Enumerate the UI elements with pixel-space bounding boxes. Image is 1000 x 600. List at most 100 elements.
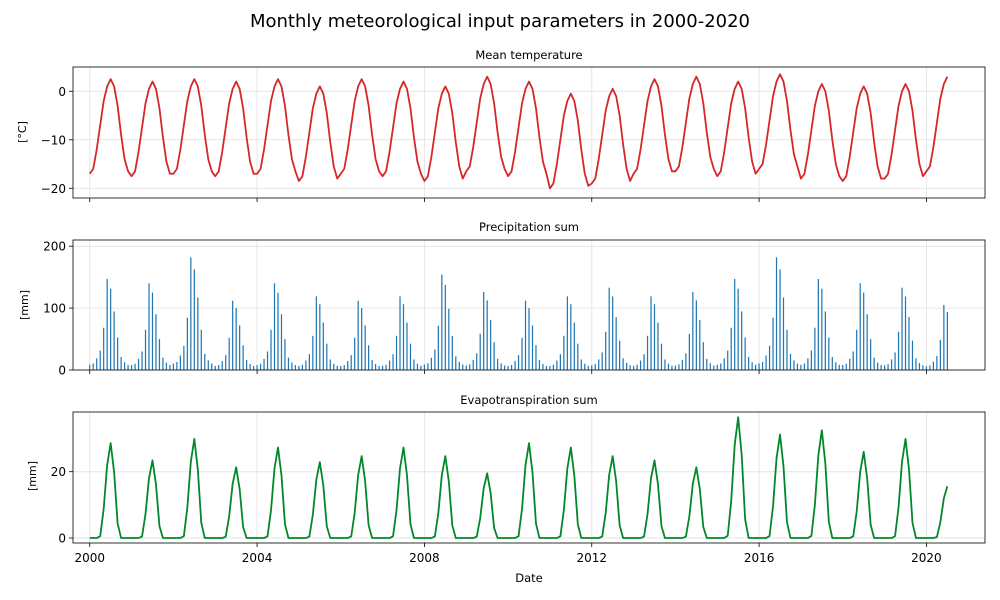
bar-precipitation <box>455 356 457 370</box>
bar-precipitation <box>901 287 903 370</box>
bar-precipitation <box>650 296 652 370</box>
bar-precipitation <box>232 300 234 370</box>
bar-precipitation <box>476 353 478 370</box>
bar-precipitation <box>559 354 561 370</box>
bar-precipitation <box>388 360 391 370</box>
ylabel-precipitation: [mm] <box>18 290 31 320</box>
series-line-evapotranspiration <box>89 416 949 539</box>
bar-precipitation <box>643 354 645 370</box>
bar-precipitation <box>507 366 509 370</box>
bar-precipitation <box>531 325 534 370</box>
bar-precipitation <box>218 365 220 370</box>
bar-precipitation <box>782 297 785 370</box>
bar-precipitation <box>542 364 544 370</box>
bar-precipitation <box>821 288 823 370</box>
bar-precipitation <box>845 363 847 370</box>
bar-precipitation <box>786 329 788 370</box>
panel-title-temperature: Mean temperature <box>475 48 582 62</box>
bar-precipitation <box>336 365 338 370</box>
bar-precipitation <box>165 362 168 370</box>
bar-precipitation <box>246 360 248 370</box>
bar-precipitation <box>413 359 415 370</box>
y-tick-label: 20 <box>51 465 66 479</box>
bar-precipitation <box>706 358 708 370</box>
bar-precipitation <box>890 359 893 370</box>
bar-precipitation <box>894 352 896 370</box>
bar-precipitation <box>169 365 171 370</box>
bar-precipitation <box>517 355 520 370</box>
bar-precipitation <box>849 358 851 370</box>
bar-precipitation <box>375 364 377 370</box>
bar-precipitation <box>556 360 558 370</box>
bar-precipitation <box>612 296 614 370</box>
bar-precipitation <box>605 331 607 370</box>
bar-precipitation <box>563 335 565 370</box>
bar-precipitation <box>587 365 589 370</box>
bar-precipitation <box>193 269 195 370</box>
bar-precipitation <box>263 358 265 370</box>
bar-precipitation <box>319 304 321 370</box>
plot-area-precipitation: 0 100 200 <box>43 239 986 378</box>
bar-precipitation <box>713 365 715 370</box>
bar-precipitation <box>381 365 384 370</box>
bar-precipitation <box>242 345 244 370</box>
bar-precipitation <box>619 340 621 370</box>
bar-precipitation <box>678 364 680 370</box>
bar-precipitation <box>364 325 366 370</box>
bar-precipitation <box>566 296 568 370</box>
bar-precipitation <box>266 351 269 370</box>
bar-precipitation <box>814 327 816 370</box>
bar-precipitation <box>573 322 575 370</box>
bar-precipitation <box>828 337 830 370</box>
bar-precipitation <box>343 365 345 370</box>
axes-frame-precipitation <box>72 239 986 371</box>
series-line-temperature <box>88 73 949 190</box>
bar-precipitation <box>329 359 331 370</box>
panel-title-precipitation: Precipitation sum <box>479 220 579 234</box>
y-tick-label: 0 <box>58 532 66 546</box>
bar-precipitation <box>392 354 394 370</box>
bar-precipitation <box>577 343 579 370</box>
bar-precipitation <box>284 339 286 370</box>
bar-precipitation <box>395 335 398 370</box>
bar-precipitation <box>151 292 154 370</box>
bar-precipitation <box>918 362 921 370</box>
bar-precipitation <box>835 362 837 370</box>
bar-precipitation <box>535 345 537 370</box>
bar-precipitation <box>772 317 774 370</box>
bar-precipitation <box>887 364 889 370</box>
bar-precipitation <box>859 283 861 370</box>
bar-precipitation <box>744 337 746 370</box>
bar-precipitation <box>594 364 596 370</box>
figure-title: Monthly meteorological input parameters … <box>250 11 750 32</box>
bar-precipitation <box>451 335 453 370</box>
bar-precipitation <box>204 353 206 370</box>
bar-precipitation <box>252 366 255 370</box>
ylabel-evapotranspiration: [mm] <box>26 461 39 491</box>
bar-precipitation <box>179 355 181 370</box>
bar-precipitation <box>730 327 732 370</box>
bar-precipitation <box>866 314 868 370</box>
bar-precipitation <box>723 358 725 370</box>
bar-precipitation <box>720 363 722 370</box>
bar-precipitation <box>838 364 840 370</box>
bar-precipitation <box>110 288 112 370</box>
bar-precipitation <box>148 283 150 370</box>
bar-precipitation <box>172 363 175 370</box>
panel-title-evapotranspiration: Evapotranspiration sum <box>460 393 597 407</box>
bar-precipitation <box>685 353 687 370</box>
bar-precipitation <box>699 319 701 370</box>
bar-precipitation <box>524 300 527 370</box>
panel-precipitation: Precipitation sum [mm] 0 100 200 <box>18 220 986 378</box>
bar-precipitation <box>190 257 192 370</box>
bar-precipitation <box>870 339 872 370</box>
bar-precipitation <box>545 366 548 370</box>
bar-precipitation <box>768 345 771 370</box>
bar-precipitation <box>427 363 429 370</box>
axes-frame-evapotranspiration <box>72 411 986 544</box>
bar-precipitation <box>270 329 272 370</box>
bar-precipitation <box>570 304 572 370</box>
bar-precipitation <box>113 311 115 370</box>
bar-precipitation <box>399 296 401 370</box>
y-tick-label: −10 <box>41 133 66 147</box>
